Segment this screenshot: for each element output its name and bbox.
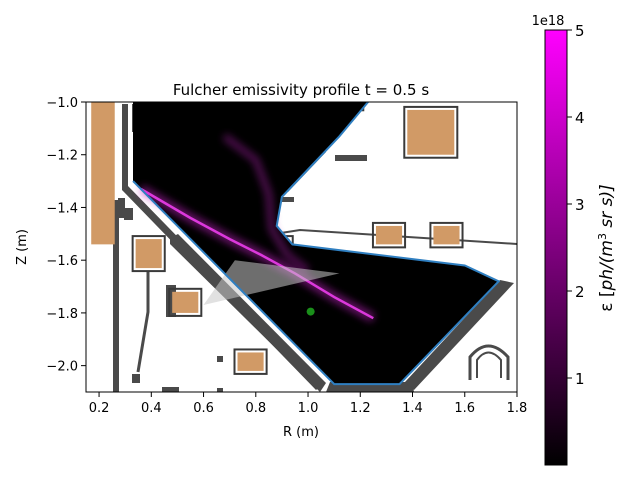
x-tick-label: 0.4 xyxy=(141,401,162,416)
y-tick-label: −2.0 xyxy=(46,360,78,375)
y-tick-label: −1.4 xyxy=(46,201,78,216)
x-tick-label: 1.8 xyxy=(507,401,528,416)
emission-band-core xyxy=(140,187,374,320)
x-tick-label: 1.6 xyxy=(454,401,475,416)
coil-casing xyxy=(403,105,459,159)
outer-port-inner xyxy=(476,351,502,378)
coil xyxy=(237,352,264,371)
coil-casing xyxy=(131,235,166,273)
center-column-tile xyxy=(124,208,133,220)
center-column xyxy=(113,200,119,392)
colorbar-scale-label: 1e18 xyxy=(532,14,565,29)
colorbar-label-pre: ε [ xyxy=(597,291,617,312)
x-tick-label: 1.0 xyxy=(298,401,319,416)
support-tile-low xyxy=(217,388,223,392)
x-tick-label: 1.4 xyxy=(402,401,423,416)
outer-port xyxy=(468,344,510,380)
coil-casing xyxy=(168,287,203,317)
y-tick-label: −1.0 xyxy=(46,96,78,111)
center-column-cap xyxy=(118,198,125,218)
vessel-wall-right xyxy=(405,280,514,390)
emission-band-secondary xyxy=(222,133,311,274)
colorbar-tick-label: 4 xyxy=(575,109,585,127)
y-tick-label: −1.2 xyxy=(46,149,78,164)
baffle-plate xyxy=(335,155,367,161)
colorbar-ticks: 1 2 3 4 5 xyxy=(567,22,585,388)
support-block xyxy=(132,374,140,383)
x-axis: 0.2 0.4 0.6 0.8 1.0 1.2 1.4 1.6 1.8 xyxy=(89,392,528,416)
camera-view-cone xyxy=(203,260,340,305)
vessel-wall-lower-baffle xyxy=(170,234,326,392)
support-tile xyxy=(217,356,223,362)
emission-layer xyxy=(132,102,501,386)
coil-support xyxy=(166,285,176,317)
colorbar-label-post: sr s)] xyxy=(597,184,617,233)
y-axis: −1.0 −1.2 −1.4 −1.6 −1.8 −2.0 xyxy=(46,96,86,375)
baffle-tile xyxy=(280,197,294,202)
x-tick-label: 1.2 xyxy=(350,401,371,416)
support-foot xyxy=(162,387,179,392)
coil-casing xyxy=(429,221,464,249)
colorbar-tick-label: 2 xyxy=(575,283,585,301)
colorbar xyxy=(544,29,568,466)
colorbar-label: ε [ph/(m3 sr s)] xyxy=(596,184,617,312)
x-tick-label: 0.8 xyxy=(245,401,266,416)
x-tick-label: 0.2 xyxy=(89,401,110,416)
support-rod xyxy=(136,272,150,373)
coil xyxy=(172,291,199,313)
x-tick-label: 0.6 xyxy=(193,401,214,416)
coil xyxy=(135,239,162,269)
plot-frame xyxy=(85,101,518,393)
x-axis-label: R (m) xyxy=(283,425,319,440)
separatrix-boundary xyxy=(132,102,501,386)
coil-casing xyxy=(371,221,407,249)
plot-area xyxy=(86,102,517,392)
y-axis-label: Z (m) xyxy=(15,229,30,265)
marker-point xyxy=(306,307,315,316)
coil xyxy=(91,102,115,245)
colorbar-tick-label: 1 xyxy=(575,370,585,388)
chart-title: Fulcher emissivity profile t = 0.5 s xyxy=(173,81,430,99)
machine-structures xyxy=(91,102,517,392)
y-tick-label: −1.6 xyxy=(46,254,78,269)
colorbar-label-m: m xyxy=(597,240,617,257)
coil xyxy=(433,225,460,245)
coil-casing xyxy=(233,348,268,375)
divertor-region xyxy=(133,102,499,385)
colorbar-tick-label: 5 xyxy=(575,22,585,40)
colorbar-label-ph: ph/( xyxy=(597,255,617,291)
coil xyxy=(375,225,403,245)
coil xyxy=(407,109,455,155)
y-tick-label: −1.8 xyxy=(46,307,78,322)
colorbar-label-exp: 3 xyxy=(596,233,609,240)
colorbar-tick-label: 3 xyxy=(575,196,585,214)
